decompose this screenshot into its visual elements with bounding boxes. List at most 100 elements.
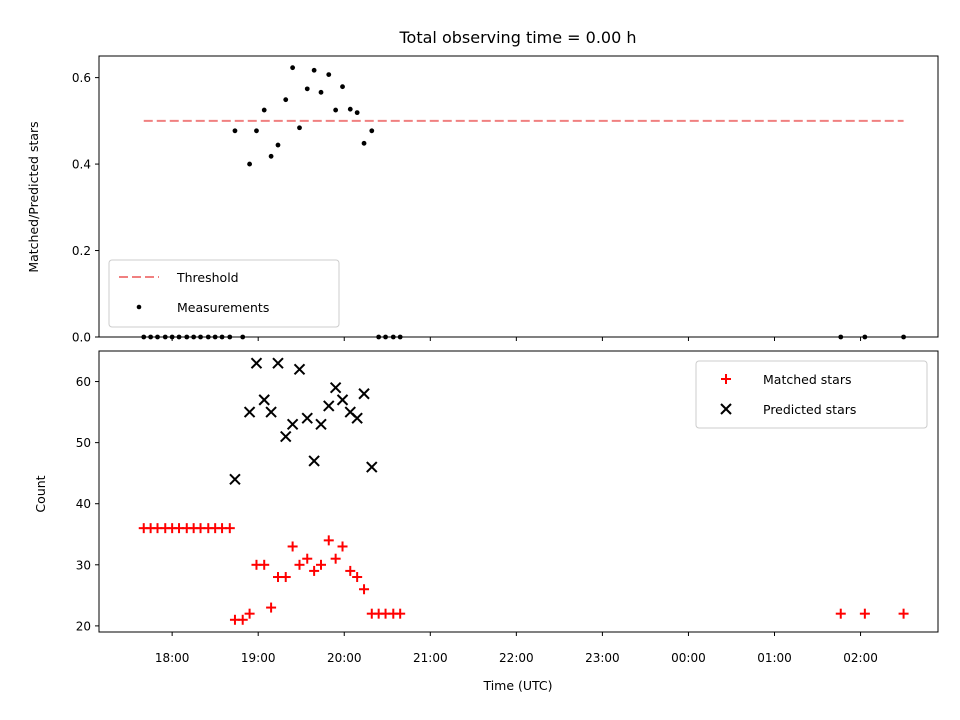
legend-threshold-label: Threshold bbox=[176, 270, 239, 285]
matched-star-point bbox=[294, 559, 305, 570]
top-legend: Threshold Measurements bbox=[108, 259, 340, 328]
figure-title: Total observing time = 0.00 h bbox=[398, 28, 636, 47]
predicted-star-point bbox=[280, 430, 292, 443]
matched-star-point bbox=[316, 559, 327, 570]
top-axes-frame bbox=[98, 55, 939, 338]
measurement-point bbox=[297, 125, 302, 131]
predicted-star-point bbox=[323, 400, 335, 412]
x-tick-label: 22:00 bbox=[499, 651, 534, 665]
matched-star-point bbox=[835, 608, 846, 619]
measurement-point bbox=[347, 106, 353, 112]
matched-star-point bbox=[280, 572, 291, 583]
x-tick-label: 20:00 bbox=[327, 651, 362, 665]
measurement-point bbox=[247, 161, 252, 167]
legend-measurements-swatch bbox=[136, 304, 142, 310]
measurement-point bbox=[261, 107, 267, 113]
legend-matched-label: Matched stars bbox=[763, 372, 851, 387]
matched-star-point bbox=[266, 602, 277, 613]
predicted-star-point bbox=[286, 418, 299, 431]
measurement-point bbox=[311, 67, 317, 73]
matched-star-point bbox=[859, 608, 870, 619]
predicted-star-point bbox=[250, 357, 263, 369]
measurement-point bbox=[318, 89, 324, 95]
matched-star-point bbox=[898, 608, 909, 619]
measurement-point bbox=[340, 84, 345, 90]
matched-star-point bbox=[345, 565, 356, 576]
bottom-y-tick-label: 40 bbox=[76, 497, 91, 511]
bottom-legend: Matched stars Predicted stars bbox=[695, 360, 928, 429]
top-legend-box bbox=[108, 259, 340, 328]
legend-matched-plus bbox=[721, 374, 731, 384]
matched-star-point bbox=[352, 572, 363, 583]
x-tick-label: 01:00 bbox=[757, 651, 792, 665]
matched-star-point bbox=[287, 541, 298, 552]
predicted-star-point bbox=[293, 363, 306, 376]
legend-predicted-swatch bbox=[720, 403, 732, 415]
matched-star-point bbox=[395, 608, 406, 619]
predicted-star-point bbox=[301, 412, 313, 424]
predicted-star-point bbox=[366, 461, 378, 473]
matched-star-point bbox=[337, 541, 348, 552]
top-panel: 0.0 0.2 0.4 0.6 Matched/Predicted stars Thr… bbox=[26, 55, 939, 345]
measurement-point bbox=[283, 97, 289, 103]
measurement-point bbox=[369, 128, 375, 134]
predicted-star-point bbox=[358, 388, 370, 400]
matched-star-point bbox=[244, 608, 255, 619]
predicted-star-point bbox=[243, 406, 256, 418]
matched-star-point bbox=[237, 614, 248, 625]
x-tick-label: 18:00 bbox=[155, 651, 190, 665]
predicted-star-point bbox=[351, 412, 363, 424]
matched-star-point bbox=[359, 584, 370, 595]
measurement-point bbox=[290, 65, 296, 71]
bottom-x-ticks: 18:00 19:00 20:00 21:00 22:00 23:00 00:00 01:00… bbox=[155, 632, 878, 665]
x-tick-label: 19:00 bbox=[241, 651, 276, 665]
top-y-tick-label: 0.2 bbox=[72, 244, 91, 258]
top-y-tick-label: 0.6 bbox=[72, 71, 91, 85]
x-tick-label: 00:00 bbox=[671, 651, 706, 665]
matched-star-point bbox=[259, 559, 270, 570]
measurement-point bbox=[268, 153, 274, 159]
top-x-ticks bbox=[171, 337, 862, 341]
measurement-point bbox=[232, 128, 238, 134]
measurement-point bbox=[304, 86, 310, 92]
predicted-star-point bbox=[229, 473, 241, 485]
matched-star-point bbox=[330, 553, 341, 564]
predicted-star-point bbox=[308, 455, 320, 467]
measurement-point bbox=[333, 107, 339, 113]
predicted-star-point bbox=[336, 394, 349, 406]
predicted-star-point bbox=[272, 357, 284, 369]
bottom-y-tick-label: 60 bbox=[76, 375, 91, 389]
legend-predicted-label: Predicted stars bbox=[763, 402, 856, 417]
bottom-axes-frame bbox=[98, 350, 939, 633]
measurement-point bbox=[254, 128, 259, 134]
predicted-star-point bbox=[258, 394, 270, 406]
legend-matched-swatch bbox=[721, 374, 731, 384]
legend-measurements-label: Measurements bbox=[177, 300, 269, 315]
measurement-point bbox=[275, 142, 281, 148]
bottom-y-tick-label: 50 bbox=[76, 436, 91, 450]
x-tick-label: 23:00 bbox=[585, 651, 620, 665]
bottom-y-tick-label: 30 bbox=[76, 558, 91, 572]
top-y-tick-label: 0.4 bbox=[72, 158, 91, 172]
bottom-legend-box bbox=[695, 360, 928, 429]
bottom-panel: 20 30 40 50 60 18:00 19:00 20:00 21:00 22:00 23:0… bbox=[33, 350, 939, 693]
top-y-axis-label: Matched/Predicted stars bbox=[26, 121, 41, 272]
top-y-ticks: 0.0 0.2 0.4 0.6 bbox=[72, 71, 99, 345]
bottom-y-ticks: 20 30 40 50 60 bbox=[76, 375, 99, 633]
top-y-tick-label: 0.0 bbox=[72, 331, 91, 345]
legend-predicted-x bbox=[720, 403, 732, 415]
measurement-point bbox=[354, 110, 360, 116]
matched-star-point bbox=[224, 523, 235, 534]
measurement-point bbox=[326, 72, 332, 77]
x-tick-label: 21:00 bbox=[413, 651, 448, 665]
bottom-y-axis-label: Count bbox=[33, 475, 48, 512]
measurement-point bbox=[361, 140, 367, 146]
predicted-star-point bbox=[265, 406, 277, 418]
bottom-y-tick-label: 20 bbox=[76, 619, 91, 633]
predicted-star-point bbox=[315, 418, 327, 431]
matched-star-point bbox=[302, 553, 313, 564]
matched-star-point bbox=[323, 535, 334, 546]
x-axis-label: Time (UTC) bbox=[482, 678, 552, 693]
